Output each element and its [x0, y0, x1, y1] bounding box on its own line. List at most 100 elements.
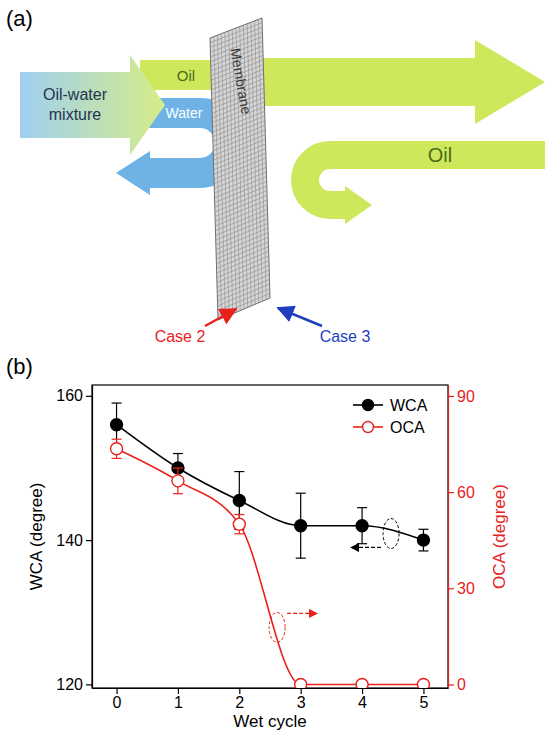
tick-mark	[448, 396, 454, 397]
tick-label: 0	[113, 694, 122, 711]
data-point	[417, 534, 429, 546]
error-cap	[418, 550, 428, 551]
mixture-arrow	[20, 55, 165, 155]
grid-wire	[215, 186, 267, 207]
data-point	[111, 443, 123, 455]
data-point	[233, 518, 245, 530]
grid-wire	[215, 200, 267, 221]
oil-arrow-return	[305, 155, 545, 205]
grid-wire	[218, 293, 270, 315]
x-axis: 0 1 2 3 4 5	[93, 688, 449, 711]
tick-label: 120	[56, 676, 83, 693]
grid-wire	[217, 251, 269, 273]
oil-arrow-return-head	[345, 186, 372, 224]
data-point	[356, 678, 368, 688]
axis-pointer-arrow	[351, 547, 381, 548]
grid-wire	[215, 191, 267, 212]
tick-label: 60	[457, 484, 475, 501]
grid-wire	[216, 242, 268, 264]
error-cap	[173, 467, 183, 468]
grid-wire	[214, 167, 266, 188]
case3-arrow	[278, 308, 322, 326]
error-cap	[173, 453, 183, 454]
grid-wire	[215, 177, 267, 198]
grid-wire	[218, 284, 270, 306]
error-cap	[296, 493, 306, 494]
oil-out-label: Oil	[428, 144, 452, 166]
grid-wire	[216, 233, 268, 255]
grid-wire	[217, 247, 269, 269]
panel-b: (b)0123451201401600306090Wet cycleWCA (d…	[6, 354, 509, 731]
grid-wire	[213, 125, 265, 146]
tick-mark	[301, 688, 302, 694]
data-point	[111, 419, 123, 431]
axis-line	[448, 386, 449, 689]
error-cap	[112, 439, 122, 440]
legend-item: OCA	[353, 419, 425, 436]
tick-mark	[178, 688, 179, 694]
tick-mark	[239, 688, 240, 694]
axis-line	[92, 386, 93, 689]
tick-mark	[448, 492, 454, 493]
tick: 4	[358, 688, 367, 711]
tick: 1	[174, 688, 183, 711]
tick-label: 140	[56, 532, 83, 549]
tick-mark	[362, 688, 363, 694]
data-point	[172, 475, 184, 487]
tick: 60	[448, 484, 475, 501]
membrane	[210, 18, 270, 320]
grid-wire	[213, 135, 265, 156]
legend-label: WCA	[390, 397, 428, 414]
tick-label: 2	[235, 694, 244, 711]
grid-wire	[217, 270, 269, 292]
error-cap	[234, 514, 244, 515]
tick-label: 1	[174, 694, 183, 711]
tick: 0	[448, 676, 466, 693]
case3-label: Case 3	[320, 328, 371, 345]
series	[111, 403, 430, 558]
tick: 90	[448, 388, 475, 405]
error-cap	[357, 543, 367, 544]
error-cap	[234, 533, 244, 534]
grid-wire	[213, 121, 265, 142]
legend-item: WCA	[353, 397, 428, 414]
grid-wire	[213, 139, 265, 160]
grid-wire	[213, 130, 265, 151]
grid-wire	[215, 195, 267, 216]
tick: 160	[56, 387, 92, 404]
grid-wire	[214, 149, 266, 170]
legend: WCA OCA	[353, 397, 428, 436]
series-line	[117, 449, 424, 685]
plot-area	[111, 403, 430, 688]
error-cap	[112, 458, 122, 459]
series	[111, 439, 430, 688]
y2-axis: 0306090	[448, 386, 475, 694]
grid-wire	[215, 209, 267, 230]
figure: (a)Oil-watermixtureMembraneOilWaterOilCa…	[0, 0, 555, 735]
water-label: Water	[166, 105, 203, 121]
tick-label: 5	[419, 694, 428, 711]
tick-label: 0	[457, 676, 466, 693]
tick-mark	[86, 396, 92, 397]
data-point	[417, 678, 429, 688]
grid-wire	[216, 223, 268, 244]
series-line	[117, 425, 424, 540]
error-cap	[112, 402, 122, 403]
legend-label: OCA	[390, 419, 425, 436]
grid-wire	[216, 237, 268, 259]
y2-axis-title: OCA (degree)	[490, 484, 509, 589]
grid-wire	[217, 261, 269, 283]
grid-wire	[217, 275, 269, 297]
tick-label: 3	[297, 694, 306, 711]
tick: 3	[297, 688, 306, 711]
grid-wire	[214, 163, 266, 184]
tick-mark	[423, 688, 424, 694]
y-axis-title: WCA (degree)	[27, 483, 46, 591]
grid-wire	[216, 228, 268, 250]
tick-mark	[448, 684, 454, 685]
data-point	[356, 520, 368, 532]
panel-label: (a)	[6, 6, 33, 31]
data-point	[233, 494, 245, 506]
panel-label: (b)	[6, 354, 33, 379]
y-axis: 120 140 160	[56, 386, 92, 694]
